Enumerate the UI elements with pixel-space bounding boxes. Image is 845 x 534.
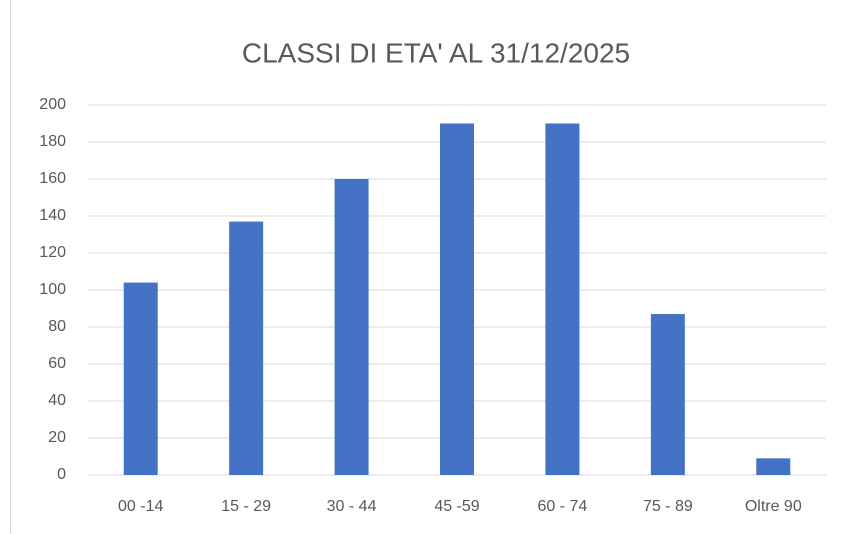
- y-tick-label: 140: [39, 207, 66, 224]
- bar: [334, 179, 369, 475]
- bar: [440, 123, 474, 475]
- bar: [650, 314, 685, 475]
- x-tick-label: 75 - 89: [643, 498, 693, 515]
- y-tick-label: 0: [57, 466, 66, 483]
- y-tick-label: 20: [48, 429, 66, 446]
- bar: [545, 123, 580, 475]
- x-tick-label: 00 -14: [118, 498, 163, 515]
- x-tick-label: Oltre 90: [745, 498, 802, 515]
- x-tick-label: 30 - 44: [327, 498, 377, 515]
- x-tick-label: 45 -59: [434, 498, 479, 515]
- bar: [123, 282, 158, 475]
- y-tick-label: 80: [48, 318, 66, 335]
- bar: [229, 221, 264, 475]
- y-tick-label: 60: [48, 355, 66, 372]
- bar: [756, 458, 791, 475]
- y-tick-label: 160: [39, 170, 66, 187]
- y-tick-label: 40: [48, 392, 66, 409]
- x-tick-label: 60 - 74: [538, 498, 588, 515]
- y-tick-label: 180: [39, 133, 66, 150]
- y-tick-label: 120: [39, 244, 66, 261]
- chart-title: CLASSI DI ETA' AL 31/12/2025: [242, 37, 630, 68]
- x-tick-label: 15 - 29: [221, 498, 271, 515]
- y-tick-label: 100: [39, 281, 66, 298]
- y-tick-label: 200: [39, 96, 66, 113]
